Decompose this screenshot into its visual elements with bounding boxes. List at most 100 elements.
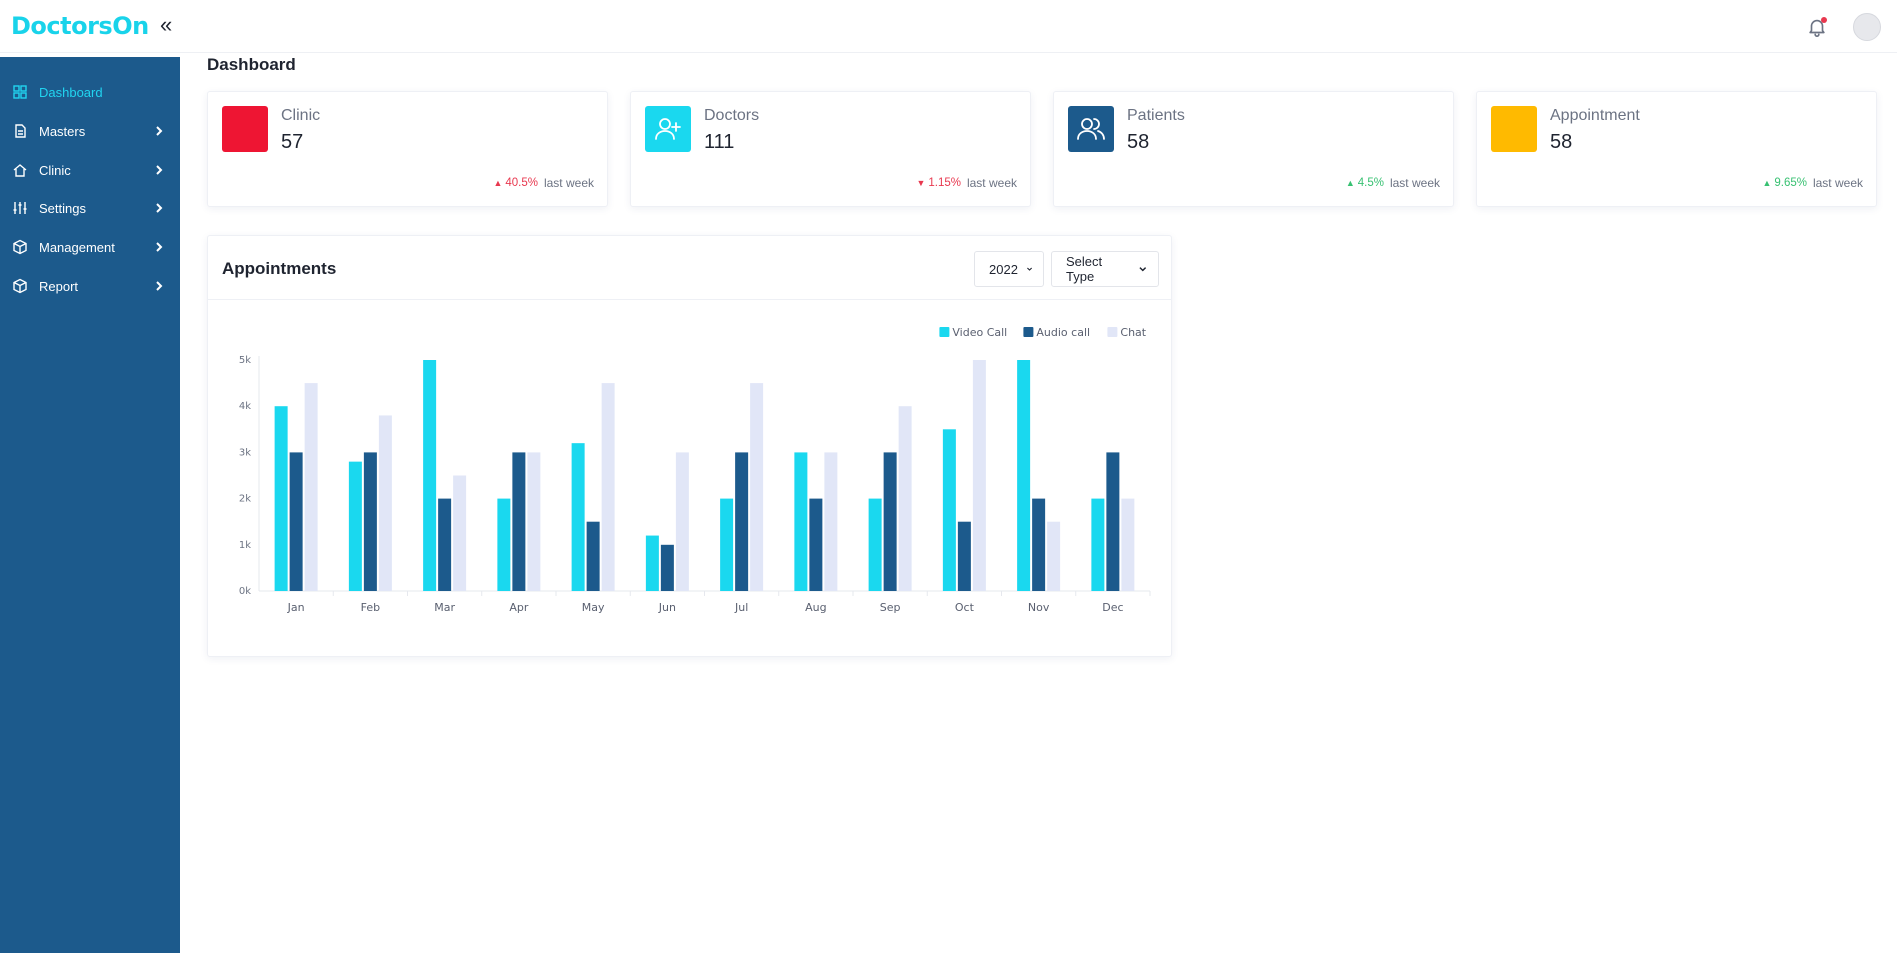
sidebar-item-clinic[interactable]: Clinic	[0, 152, 180, 188]
bar-chat	[1121, 498, 1135, 591]
bar-chat	[824, 452, 838, 591]
chevron-right-icon	[156, 165, 163, 175]
stat-label: Clinic	[281, 107, 321, 124]
chevron-down-icon	[1026, 267, 1032, 271]
x-tick-label: Jun	[658, 601, 676, 614]
sidebar-item-management[interactable]: Management	[0, 229, 180, 265]
legend-swatch	[1023, 327, 1034, 337]
trend-period: last week	[1389, 176, 1440, 190]
avatar[interactable]	[1853, 13, 1881, 41]
x-tick-label: Oct	[955, 601, 975, 614]
x-tick-label: Mar	[434, 601, 455, 614]
appointments-bar-chart: 0k 1k 2k 3k 4k 5k Jan Feb Mar Apr May Jun Jul Aug Sep O…	[239, 326, 1151, 614]
bar-video-call	[497, 498, 511, 591]
sidebar-item-label: Masters	[39, 123, 86, 139]
chevron-down-icon	[1139, 267, 1147, 272]
bar-chat	[304, 383, 318, 591]
legend-label: Video Call	[952, 326, 1007, 339]
sidebar-item-label: Report	[39, 278, 79, 294]
stat-card-patients: Patients 58 ▲ 4.5% last week	[1053, 91, 1454, 207]
top-bar: DoctorsOn «	[0, 0, 1897, 53]
trend-percent: 40.5%	[505, 177, 538, 189]
bar-audio-call	[735, 452, 749, 591]
bar-chat	[1047, 521, 1061, 591]
chevron-right-icon	[156, 126, 163, 136]
bar-audio-call	[1106, 452, 1120, 591]
stat-trend: ▲ 9.65% last week	[1762, 176, 1863, 190]
grid-icon	[13, 85, 27, 99]
appointment-stat-icon	[1491, 106, 1537, 152]
x-tick-label: Nov	[1028, 601, 1050, 614]
chevron-right-icon	[156, 281, 163, 291]
bar-video-call	[1017, 360, 1031, 591]
page-title: Dashboard	[207, 55, 296, 74]
bar-video-call	[645, 535, 659, 591]
bar-audio-call	[363, 452, 377, 591]
x-tick-label: Dec	[1102, 601, 1123, 614]
appointments-card: Appointments 2022 Select Type 0k 1k 2k 3k 4k…	[207, 235, 1172, 657]
y-tick-label: 0k	[239, 586, 251, 597]
stat-trend: ▼ 1.15% last week	[916, 176, 1017, 190]
clinic-stat-icon	[222, 106, 268, 152]
bar-chat	[527, 452, 541, 591]
sidebar-item-label: Settings	[39, 200, 86, 216]
y-tick-label: 5k	[239, 355, 251, 366]
box-icon	[13, 239, 27, 255]
sidebar-item-report[interactable]: Report	[0, 268, 180, 304]
bar-audio-call	[438, 498, 452, 591]
stat-value: 57	[281, 131, 304, 153]
type-select[interactable]: Select Type	[1051, 251, 1159, 287]
x-tick-label: Aug	[805, 601, 826, 614]
bar-video-call	[794, 452, 808, 591]
sidebar-item-masters[interactable]: Masters	[0, 113, 180, 149]
bar-audio-call	[512, 452, 526, 591]
bar-audio-call	[289, 452, 303, 591]
bell-icon[interactable]	[1806, 16, 1828, 38]
legend-swatch	[1107, 327, 1118, 337]
year-select[interactable]: 2022	[974, 251, 1044, 287]
legend-label: Chat	[1120, 326, 1146, 339]
home-icon	[13, 164, 27, 177]
x-tick-label: Sep	[880, 601, 901, 614]
type-select-value: Select Type	[1066, 254, 1103, 284]
trend-down-arrow-icon: ▼	[916, 178, 926, 188]
trend-period: last week	[543, 176, 594, 190]
trend-up-arrow-icon: ▲	[1345, 178, 1355, 188]
sidebar-item-label: Clinic	[39, 162, 71, 178]
trend-period: last week	[966, 176, 1017, 190]
bar-audio-call	[660, 544, 674, 591]
stat-card-clinic: Clinic 57 ▲ 40.5% last week	[207, 91, 608, 207]
stat-trend: ▲ 40.5% last week	[493, 176, 594, 190]
stat-value: 58	[1550, 131, 1573, 153]
x-tick-label: Apr	[509, 601, 529, 614]
stat-value: 58	[1127, 131, 1150, 153]
bar-video-call	[720, 498, 734, 591]
bar-chat	[453, 475, 467, 591]
user-plus-icon	[645, 106, 691, 152]
chevron-right-icon	[156, 242, 163, 252]
sidebar-item-settings[interactable]: Settings	[0, 190, 180, 226]
double-chevron-left-icon[interactable]: «	[160, 12, 173, 37]
bar-audio-call	[586, 521, 600, 591]
sliders-icon	[13, 202, 27, 214]
sidebar: Dashboard Masters Clinic Settings Manage…	[0, 57, 180, 953]
bar-chat	[750, 383, 764, 591]
bar-video-call	[571, 443, 585, 591]
stat-label: Patients	[1127, 107, 1185, 124]
appointments-title: Appointments	[222, 259, 337, 278]
trend-up-arrow-icon: ▲	[493, 178, 503, 188]
bar-audio-call	[883, 452, 897, 591]
bar-video-call	[348, 461, 362, 591]
legend-label: Audio call	[1036, 326, 1090, 339]
trend-period: last week	[1812, 176, 1863, 190]
y-tick-label: 3k	[239, 447, 251, 458]
legend-swatch	[939, 327, 950, 337]
stat-card-appointment: Appointment 58 ▲ 9.65% last week	[1476, 91, 1877, 207]
document-icon	[15, 124, 26, 138]
y-tick-label: 4k	[239, 401, 251, 412]
trend-percent: 9.65%	[1774, 177, 1807, 189]
x-tick-label: Jan	[287, 601, 305, 614]
doctorson-logo[interactable]: DoctorsOn	[11, 12, 149, 40]
trend-percent: 1.15%	[928, 177, 961, 189]
sidebar-item-dashboard[interactable]: Dashboard	[0, 74, 180, 110]
